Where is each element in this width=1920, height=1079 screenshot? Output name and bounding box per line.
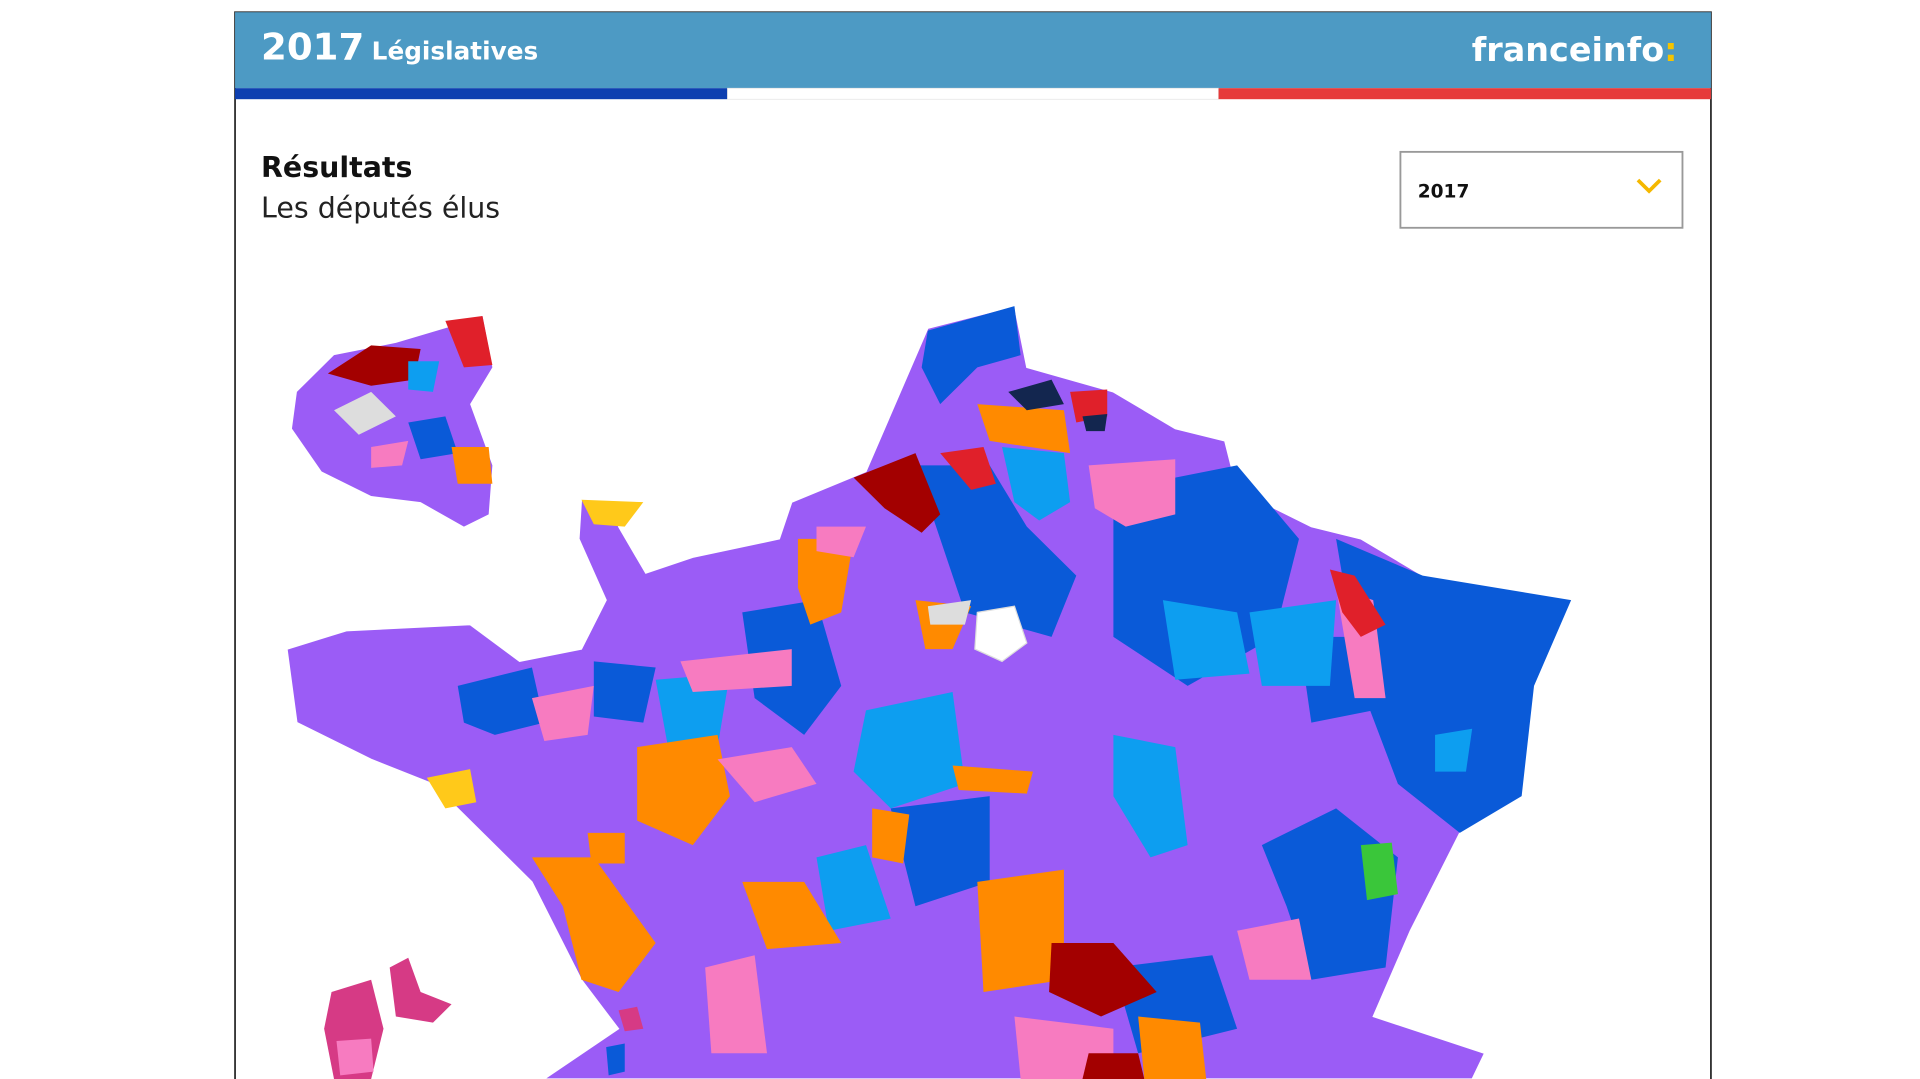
panel-heading: Résultats xyxy=(261,151,412,184)
stripe-blue xyxy=(235,88,728,100)
panel-subheading: Les députés élus xyxy=(261,192,500,225)
regions-red xyxy=(940,389,1386,637)
header-title: Législatives xyxy=(372,37,539,66)
header-bar xyxy=(235,12,1711,89)
region-yellow xyxy=(426,769,477,809)
region-paris-blank xyxy=(974,605,1028,663)
regions-orange xyxy=(531,404,1207,1079)
map xyxy=(286,305,1573,1079)
brand: franceinfo xyxy=(1472,30,1664,69)
brand-mark: : xyxy=(1664,30,1677,69)
selector-chevron[interactable] xyxy=(1636,178,1662,194)
regions-lightblue xyxy=(655,447,1473,931)
year-selector[interactable]: 2017 xyxy=(1399,150,1684,229)
region-grey xyxy=(927,600,972,625)
regions-darkred xyxy=(853,453,1157,1079)
guadeloupe-inset xyxy=(324,957,644,1079)
stripe-red xyxy=(1218,88,1711,100)
regions-navy xyxy=(1008,379,1108,432)
stripe-white xyxy=(727,87,1219,100)
region-yellow xyxy=(581,499,644,527)
header-year: 2017 xyxy=(261,26,364,69)
paris-inset xyxy=(291,315,493,527)
selector-box[interactable] xyxy=(1399,150,1684,229)
selector-value[interactable]: 2017 xyxy=(1418,181,1470,202)
region-green xyxy=(1360,842,1398,901)
